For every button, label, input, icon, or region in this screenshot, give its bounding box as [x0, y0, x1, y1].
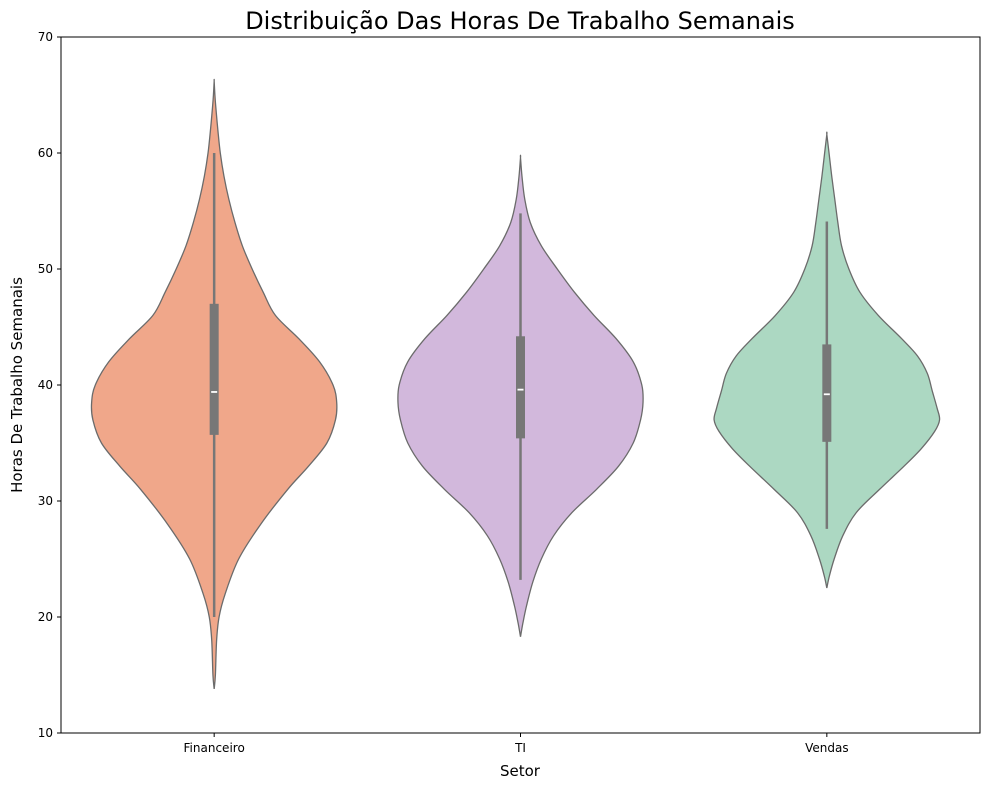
y-tick-label: 70 [38, 30, 53, 44]
y-tick-label: 60 [38, 146, 53, 160]
iqr-box [822, 344, 832, 442]
plot-area: 10 20 30 40 50 60 70 Financeiro TI Vendas [38, 30, 981, 755]
y-axis-label: Horas De Trabalho Semanais [8, 277, 26, 493]
iqr-box [516, 336, 525, 439]
x-tick-label: Financeiro [184, 741, 245, 755]
y-tick-label: 40 [38, 378, 53, 392]
x-tick-label: Vendas [805, 741, 849, 755]
y-tick-label: 10 [38, 726, 53, 740]
iqr-box [209, 303, 219, 435]
x-tick-label: TI [514, 741, 526, 755]
chart-title: Distribuição Das Horas De Trabalho Seman… [245, 7, 795, 35]
y-tick-label: 30 [38, 494, 53, 508]
y-tick-label: 50 [38, 262, 53, 276]
x-axis-label: Setor [500, 762, 541, 780]
y-tick-label: 20 [38, 610, 53, 624]
